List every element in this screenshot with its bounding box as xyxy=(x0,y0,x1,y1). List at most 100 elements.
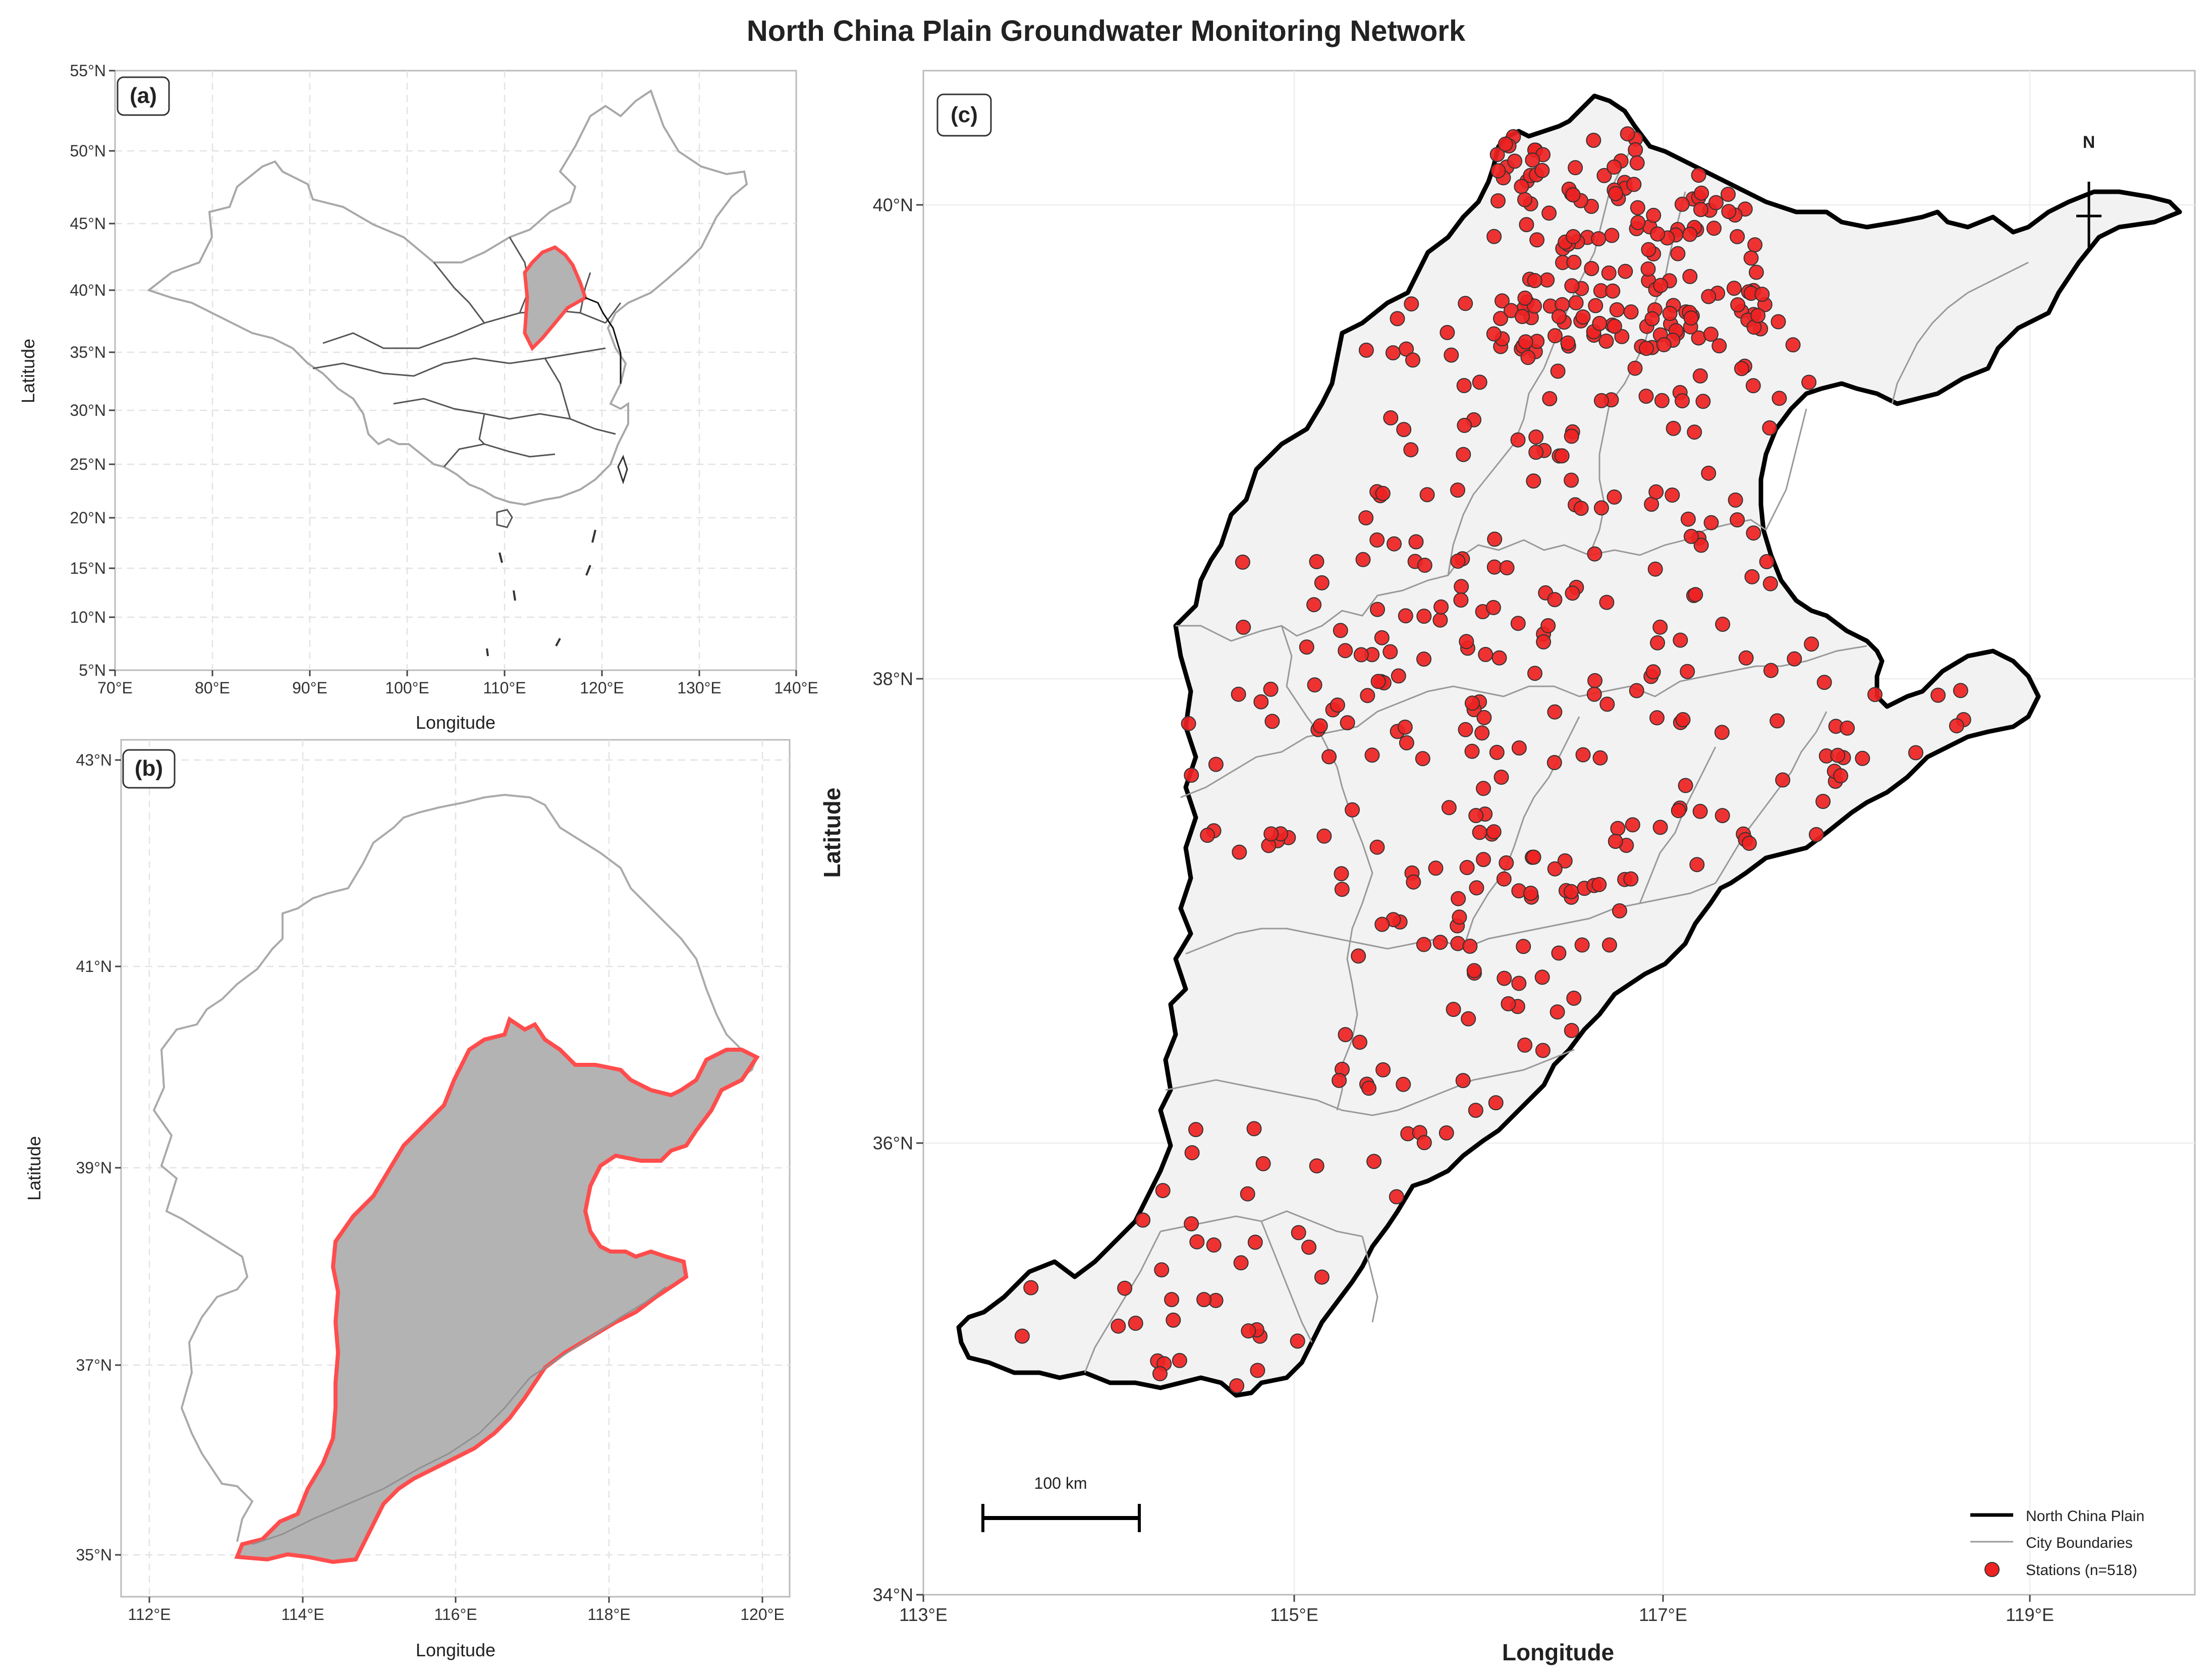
station-marker xyxy=(1489,147,1505,163)
station-marker xyxy=(1763,663,1779,678)
station-marker xyxy=(1830,747,1846,763)
station-marker xyxy=(1403,442,1419,458)
station-marker xyxy=(1564,428,1579,444)
station-marker xyxy=(1364,747,1380,763)
station-marker xyxy=(1808,827,1824,842)
station-marker xyxy=(1416,609,1432,624)
station-marker xyxy=(1456,447,1471,462)
station-marker xyxy=(1517,192,1532,207)
y-tick-label: 43°N xyxy=(76,751,113,769)
y-tick-label: 39°N xyxy=(76,1159,113,1177)
station-marker xyxy=(1592,750,1608,766)
panel-a-xticks: 70°E 80°E 90°E 100°E 110°E 120°E 130°E 140°E xyxy=(97,670,818,697)
station-marker xyxy=(1111,1318,1126,1334)
station-marker xyxy=(1599,696,1615,712)
figure-title: North China Plain Groundwater Monitoring… xyxy=(746,15,1466,47)
station-marker xyxy=(1450,554,1466,569)
hainan-island xyxy=(496,509,513,528)
station-marker xyxy=(1609,302,1625,317)
station-marker xyxy=(1466,963,1482,979)
station-marker xyxy=(1309,1158,1324,1174)
station-marker xyxy=(1610,821,1626,836)
station-marker xyxy=(1683,310,1699,326)
station-marker xyxy=(1547,704,1563,720)
station-marker xyxy=(1607,489,1622,505)
legend-ncp-label: North China Plain xyxy=(2026,1508,2144,1525)
station-marker xyxy=(1507,153,1523,169)
panel-b-label-box xyxy=(122,749,176,789)
ncp-polygon-b xyxy=(234,1016,760,1564)
x-tick-label: 120°E xyxy=(580,679,624,697)
y-tick-label: 41°N xyxy=(76,957,113,976)
station-marker xyxy=(1206,1237,1222,1253)
station-marker xyxy=(1399,735,1414,750)
x-tick-label: 100°E xyxy=(385,679,429,697)
station-marker xyxy=(1564,472,1579,488)
station-marker xyxy=(1416,937,1431,952)
y-tick-label: 35°N xyxy=(76,1546,113,1564)
panel-a-ylabel: Latitude xyxy=(18,339,38,403)
station-marker xyxy=(1534,163,1550,178)
station-marker xyxy=(1196,1292,1212,1308)
panel-c-label: (c) xyxy=(951,102,978,127)
x-tick-label: 140°E xyxy=(774,679,818,697)
station-marker xyxy=(1314,1269,1330,1285)
station-marker xyxy=(1726,281,1742,296)
station-marker xyxy=(1591,877,1607,892)
panel-c-yticks: 34°N 36°N 38°N 40°N xyxy=(873,195,923,1605)
y-tick-label: 34°N xyxy=(873,1585,913,1605)
station-marker xyxy=(1775,772,1791,788)
station-marker xyxy=(1644,311,1660,327)
panel-a-yticks: 5°N 10°N 15°N 20°N 25°N 30°N 35°N 40°N 45°N 50°N 5… xyxy=(70,62,115,679)
station-marker xyxy=(1529,232,1545,248)
station-marker xyxy=(1565,585,1580,601)
station-marker xyxy=(1620,126,1635,142)
station-marker xyxy=(1662,306,1678,321)
station-marker xyxy=(1908,745,1923,761)
station-marker xyxy=(1541,205,1557,221)
station-marker xyxy=(1607,318,1622,334)
stations-layer xyxy=(1014,126,1971,1393)
station-marker xyxy=(1675,393,1690,409)
station-marker xyxy=(1231,686,1246,702)
station-marker xyxy=(1128,1316,1143,1331)
station-marker xyxy=(1630,215,1646,230)
station-marker xyxy=(1370,674,1386,689)
station-marker xyxy=(1730,229,1745,244)
station-marker xyxy=(1382,644,1398,660)
station-marker xyxy=(1557,853,1573,869)
station-marker xyxy=(1708,195,1724,210)
station-marker xyxy=(1189,1234,1205,1250)
station-marker xyxy=(1628,142,1643,157)
station-marker xyxy=(1164,1292,1180,1308)
y-tick-label: 20°N xyxy=(70,509,106,527)
station-marker xyxy=(1374,916,1390,932)
station-marker xyxy=(1648,484,1664,500)
station-marker xyxy=(1592,315,1608,331)
station-marker xyxy=(1566,229,1581,244)
station-marker xyxy=(1250,1363,1265,1378)
station-marker xyxy=(1762,576,1778,591)
station-marker xyxy=(1493,311,1508,327)
station-marker xyxy=(1687,424,1702,440)
station-marker xyxy=(1338,643,1353,659)
station-marker xyxy=(1527,273,1542,288)
station-marker xyxy=(1612,903,1627,918)
station-marker xyxy=(1306,597,1322,613)
station-marker xyxy=(1247,1234,1263,1250)
station-marker xyxy=(1023,1280,1039,1295)
station-marker xyxy=(1542,391,1558,406)
scale-bar: 100 km xyxy=(981,1474,1141,1532)
station-marker xyxy=(1370,602,1385,617)
station-marker xyxy=(1652,619,1668,635)
station-marker xyxy=(1630,200,1645,215)
station-marker xyxy=(1675,712,1691,727)
station-marker xyxy=(1586,133,1601,148)
station-marker xyxy=(1494,770,1509,785)
station-marker xyxy=(1683,528,1699,544)
station-marker xyxy=(1568,295,1584,310)
station-marker xyxy=(1355,552,1371,567)
station-marker xyxy=(1743,250,1759,266)
station-marker xyxy=(1762,420,1778,436)
station-marker xyxy=(1593,393,1609,408)
